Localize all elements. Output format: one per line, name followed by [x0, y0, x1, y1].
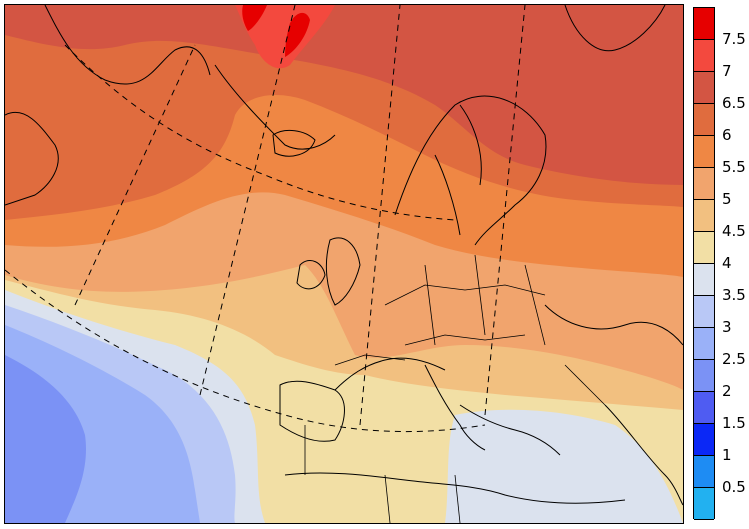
colorbar-cell [694, 424, 714, 456]
colorbar-cell [694, 456, 714, 488]
colorbar-tick-label: 2.5 [722, 350, 746, 368]
colorbar-cell [694, 232, 714, 264]
colorbar-cell [694, 360, 714, 392]
colorbar-tick-label: 4.5 [722, 222, 746, 240]
colorbar-tick-label: 5.5 [722, 158, 746, 176]
colorbar-tick-label: 7 [722, 62, 732, 80]
colorbar [693, 7, 715, 520]
colorbar-cell [694, 200, 714, 232]
band-7-peaks [235, 5, 335, 69]
colorbar-cell [694, 296, 714, 328]
colorbar-cell [694, 392, 714, 424]
map-panel [4, 4, 684, 524]
colorbar-cell [694, 8, 714, 40]
colorbar-tick-label: 3 [722, 318, 732, 336]
colorbar-cell [694, 168, 714, 200]
colorbar-tick-label: 2 [722, 382, 732, 400]
colorbar-cell [694, 72, 714, 104]
colorbar-tick-label: 0.5 [722, 478, 746, 496]
colorbar-cell [694, 328, 714, 360]
band-2 [5, 355, 86, 523]
coastlines [5, 5, 683, 506]
colorbar-tick-label: 3.5 [722, 286, 746, 304]
colorbar-tick-label: 4 [722, 254, 732, 272]
colorbar-tick-label: 1.5 [722, 414, 746, 432]
colorbar-cell [694, 104, 714, 136]
colorbar-tick-label: 7.5 [722, 30, 746, 48]
colorbar-tick-label: 1 [722, 446, 732, 464]
colorbar-cell [694, 136, 714, 168]
colorbar-tick-label: 6.5 [722, 94, 746, 112]
band-7.5-peak1 [242, 5, 267, 31]
colorbar-tick-label: 6 [722, 126, 732, 144]
band-7.5-peak2 [285, 12, 310, 57]
country-borders [304, 254, 606, 523]
colorbar-cell [694, 488, 714, 520]
colorbar-cell [694, 264, 714, 296]
band-6.5-north [5, 5, 683, 185]
colorbar-tick-label: 5 [722, 190, 732, 208]
colorbar-cell [694, 40, 714, 72]
